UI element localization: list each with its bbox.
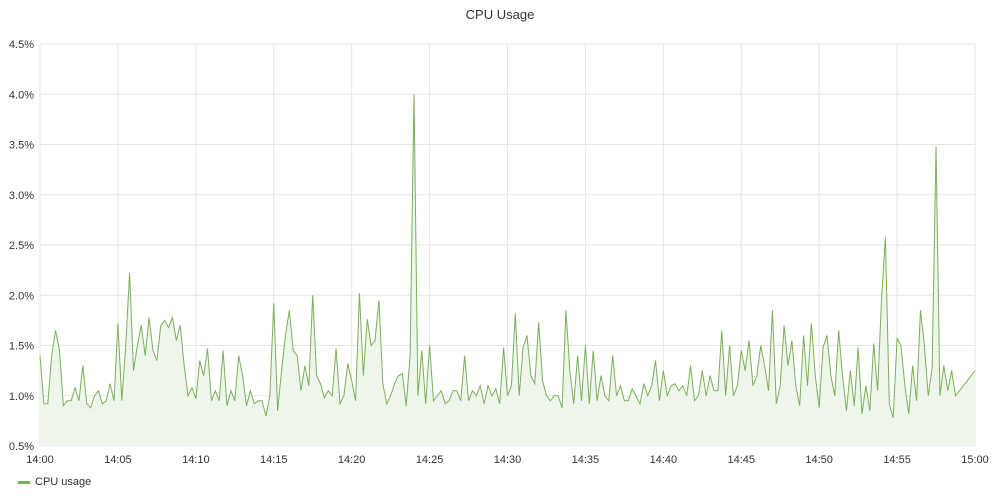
y-tick-label: 2.5% xyxy=(9,240,34,252)
y-tick-label: 3.0% xyxy=(9,190,34,202)
x-tick-label: 14:20 xyxy=(338,454,366,466)
x-tick-label: 15:00 xyxy=(961,454,989,466)
x-tick-label: 14:40 xyxy=(650,454,678,466)
chart-title: CPU Usage xyxy=(466,7,535,22)
x-tick-label: 14:25 xyxy=(416,454,444,466)
series-area-cpu-usage xyxy=(40,94,975,446)
x-tick-label: 14:35 xyxy=(572,454,600,466)
y-tick-label: 4.5% xyxy=(9,39,34,51)
legend-item-cpu-usage[interactable]: CPU usage xyxy=(18,476,91,488)
y-tick-label: 2.0% xyxy=(9,290,34,302)
x-tick-label: 14:55 xyxy=(883,454,911,466)
x-tick-label: 14:50 xyxy=(805,454,833,466)
y-tick-label: 3.5% xyxy=(9,140,34,152)
x-tick-label: 14:10 xyxy=(182,454,210,466)
y-tick-label: 1.5% xyxy=(9,341,34,353)
x-tick-label: 14:05 xyxy=(104,454,132,466)
x-tick-label: 14:00 xyxy=(26,454,54,466)
y-tick-label: 4.0% xyxy=(9,89,34,101)
x-tick-label: 14:15 xyxy=(260,454,288,466)
axis-ticks: 0.5% 1.0% 1.5% 2.0% 2.5% 3.0% 3.5% 4.0% 4.5% 14:0… xyxy=(9,39,989,466)
x-tick-label: 14:45 xyxy=(727,454,755,466)
series-line-cpu-usage xyxy=(39,94,976,418)
x-tick-label: 14:30 xyxy=(494,454,522,466)
legend-label: CPU usage xyxy=(35,476,92,488)
legend-swatch xyxy=(18,480,30,484)
y-tick-label: 0.5% xyxy=(9,441,34,453)
y-tick-label: 1.0% xyxy=(9,391,34,403)
